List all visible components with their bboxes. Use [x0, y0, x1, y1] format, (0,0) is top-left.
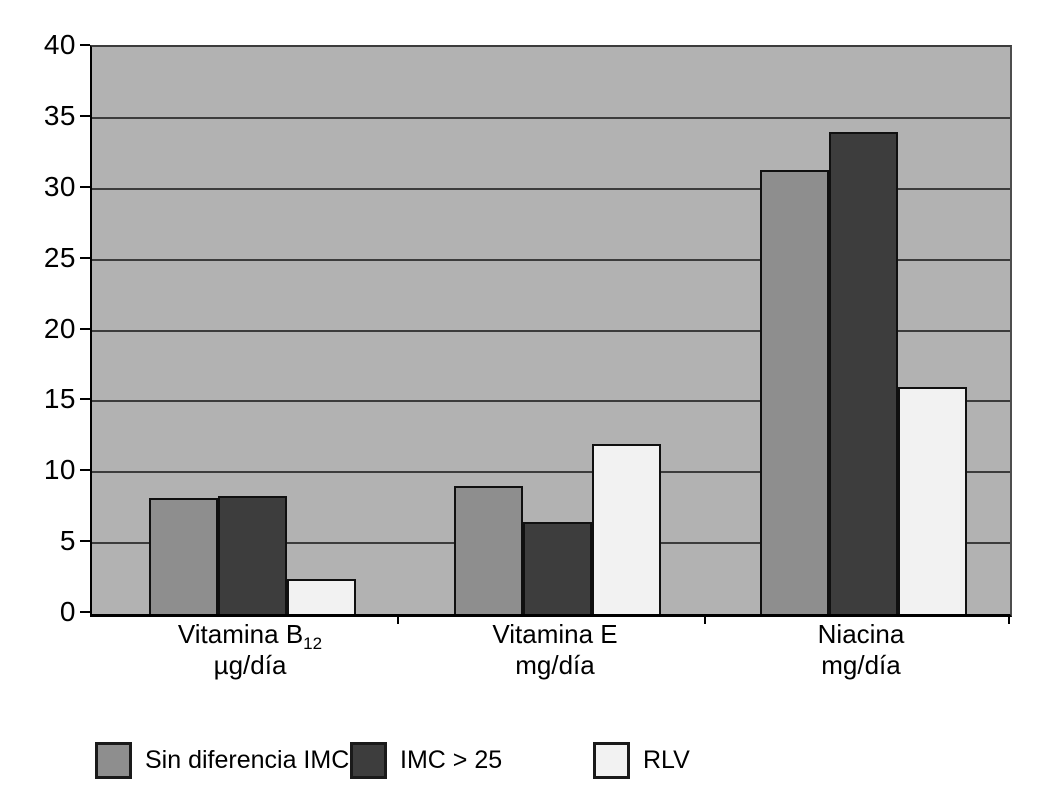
y-axis-tick-label-35: 35: [43, 99, 76, 131]
y-axis-tick-mark: [80, 540, 90, 543]
bar-vitamina-b12-imc-25: [218, 496, 287, 614]
plot-area: [90, 45, 1012, 617]
bar-vitamina-e-rlv: [592, 444, 661, 614]
legend-item-sin-diferencia-imc: Sin diferencia IMC: [95, 738, 349, 782]
legend-swatch-sin-diferencia-imc-icon: [95, 741, 132, 779]
bar-vitamina-b12-rlv: [287, 579, 356, 614]
y-axis-tick-mark: [80, 327, 90, 330]
bar-vitamina-b12-sin-diferencia-imc: [149, 498, 218, 614]
y-axis-tick-label-20: 20: [43, 312, 76, 344]
legend: Sin diferencia IMC IMC > 25 RLV: [0, 738, 1041, 782]
bar-niacina-rlv: [898, 387, 967, 614]
x-axis-category-label-vitamina-b12: Vitamina B12 µg/día: [177, 619, 323, 680]
bar-niacina-sin-diferencia-imc: [760, 170, 829, 614]
gridline-30: [92, 187, 1010, 190]
y-axis-tick-mark: [80, 469, 90, 472]
x-axis-tick-mark: [1008, 615, 1010, 624]
y-axis-tick-mark: [80, 256, 90, 259]
bar-vitamina-e-imc-25: [523, 522, 592, 614]
legend-item-imc-mayor-25: IMC > 25: [350, 738, 502, 782]
bar-niacina-imc-25: [829, 132, 898, 614]
x-axis-category-label-niacina: Niacina mg/día: [817, 619, 905, 680]
gridline-20: [92, 329, 1010, 332]
legend-swatch-rlv-icon: [593, 741, 630, 779]
legend-label-rlv: RLV: [643, 745, 690, 774]
y-axis-tick-label-10: 10: [43, 454, 76, 486]
bar-vitamina-e-sin-diferencia-imc: [454, 486, 523, 614]
gridline-35: [92, 116, 1010, 119]
y-axis-tick-label-5: 5: [59, 525, 76, 557]
y-axis-tick-label-15: 15: [43, 383, 76, 415]
x-axis-tick-mark: [397, 615, 399, 624]
legend-label-sin-diferencia-imc: Sin diferencia IMC: [145, 745, 350, 774]
y-axis-tick-label-0: 0: [59, 596, 76, 627]
y-axis-tick-mark: [80, 114, 90, 117]
y-axis-tick-mark: [80, 611, 90, 613]
legend-swatch-imc-mayor-25-icon: [350, 741, 387, 779]
gridline-15: [92, 400, 1010, 403]
y-axis-tick-mark: [80, 185, 90, 188]
gridline-25: [92, 258, 1010, 261]
x-axis-tick-mark: [704, 615, 706, 624]
legend-label-imc-mayor-25: IMC > 25: [400, 745, 503, 774]
y-axis-tick-label-25: 25: [43, 241, 76, 273]
y-axis-tick-label-40: 40: [43, 29, 76, 60]
y-axis-tick-mark: [80, 398, 90, 401]
y-axis-tick-mark: [80, 44, 90, 46]
y-axis-tick-label-30: 30: [43, 170, 76, 202]
gridline-10: [92, 471, 1010, 474]
legend-item-rlv: RLV: [593, 738, 690, 782]
